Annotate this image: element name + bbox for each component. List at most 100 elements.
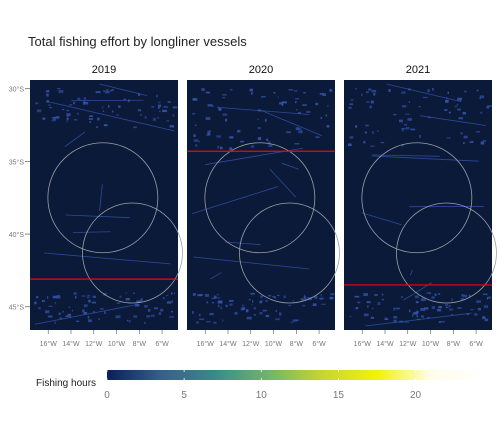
effort-cell <box>138 109 142 112</box>
panel-title: 2021 <box>406 64 430 76</box>
effort-cell <box>261 96 266 98</box>
effort-cell <box>392 114 397 116</box>
effort-cell <box>487 105 493 107</box>
vessel-track <box>34 303 139 325</box>
effort-cell <box>469 141 474 143</box>
effort-cell <box>427 317 430 319</box>
effort-cell <box>51 119 57 122</box>
effort-cell <box>54 321 56 325</box>
effort-cell <box>55 116 60 119</box>
effort-cell <box>192 113 196 115</box>
effort-cell <box>144 305 148 308</box>
effort-cell <box>372 307 374 309</box>
effort-cell <box>371 89 377 93</box>
effort-cell <box>260 300 263 304</box>
effort-cell <box>431 296 435 299</box>
effort-cell <box>372 131 374 134</box>
effort-cell <box>460 298 465 301</box>
effort-cell <box>216 297 221 299</box>
effort-cell <box>213 295 217 299</box>
colorbar-tick-label: 15 <box>333 390 345 401</box>
legend-title: Fishing hours <box>36 378 96 389</box>
effort-cell <box>157 116 159 119</box>
effort-cell <box>167 100 171 103</box>
panel-2021: 2021 16°W 14°W 12°W 10°W 8°W 6°W <box>344 64 497 348</box>
effort-cell <box>274 296 277 299</box>
effort-cell <box>140 298 143 301</box>
effort-cell <box>286 131 291 134</box>
effort-cell <box>312 303 317 306</box>
effort-cell <box>91 301 97 304</box>
effort-cell <box>220 306 223 310</box>
effort-cell <box>319 93 324 95</box>
effort-cell <box>476 300 482 303</box>
effort-cell <box>461 293 464 297</box>
effort-cell <box>410 128 416 131</box>
vessel-track <box>48 101 175 132</box>
effort-cell <box>146 315 151 318</box>
effort-cell <box>349 315 352 318</box>
effort-cell <box>134 304 140 307</box>
effort-cell <box>348 106 352 109</box>
effort-cell <box>366 301 371 304</box>
effort-cell <box>370 100 374 104</box>
effort-cell <box>192 98 197 101</box>
effort-cell <box>47 315 53 318</box>
effort-cell <box>363 313 369 317</box>
effort-cell <box>212 105 214 107</box>
effort-cell <box>83 97 86 100</box>
vessel-track <box>99 184 103 211</box>
effort-cell <box>171 292 173 295</box>
effort-cell <box>195 144 198 147</box>
effort-cell <box>206 321 211 323</box>
effort-cell <box>169 316 174 318</box>
effort-cell <box>445 306 449 309</box>
effort-cell <box>252 300 254 303</box>
effort-cell <box>262 309 267 312</box>
effort-cell <box>102 110 105 112</box>
effort-cell <box>292 300 294 302</box>
effort-cell <box>393 319 397 323</box>
panel-title: 2020 <box>249 64 273 76</box>
effort-cell <box>118 105 121 108</box>
effort-cell <box>107 104 110 108</box>
vessel-track <box>386 83 462 102</box>
effort-cell <box>220 146 223 150</box>
effort-cell <box>133 126 137 129</box>
effort-cell <box>52 116 57 120</box>
effort-cell <box>327 105 329 107</box>
effort-cell <box>414 295 419 299</box>
effort-cell <box>56 295 60 297</box>
effort-cell <box>104 91 110 94</box>
effort-cell <box>487 296 492 299</box>
effort-cell <box>418 106 421 108</box>
colorbar-tick-label: 5 <box>181 390 187 401</box>
effort-cell <box>205 91 211 94</box>
boundary-outline <box>361 142 473 254</box>
effort-cell <box>162 297 165 300</box>
effort-cell <box>290 321 294 323</box>
map-background <box>30 80 178 330</box>
vessel-track <box>420 115 486 126</box>
effort-cell <box>423 96 428 99</box>
effort-cell <box>259 312 263 315</box>
effort-cell <box>365 124 369 127</box>
chart-title: Total fishing effort by longliner vessel… <box>28 34 247 49</box>
effort-cell <box>222 94 227 96</box>
effort-cell <box>216 293 219 296</box>
effort-cell <box>361 93 363 97</box>
effort-cell <box>205 117 211 121</box>
effort-cell <box>229 136 234 139</box>
effort-cell <box>364 131 367 134</box>
effort-cell <box>71 309 73 312</box>
effort-cell <box>370 145 375 147</box>
effort-cell <box>376 130 379 132</box>
effort-cell <box>225 304 228 308</box>
effort-cell <box>98 318 100 321</box>
effort-cell <box>246 309 249 313</box>
effort-cell <box>479 97 481 100</box>
vessel-track <box>365 312 472 327</box>
effort-cell <box>125 298 130 301</box>
effort-cell <box>158 312 162 315</box>
effort-cell <box>198 140 200 143</box>
